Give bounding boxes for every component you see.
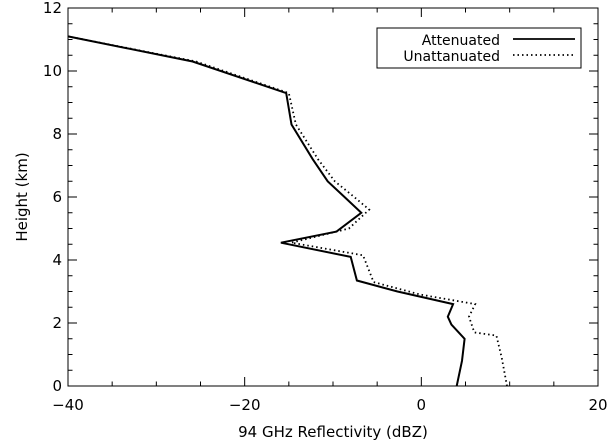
legend-box	[376, 27, 582, 69]
x-axis-title: 94 GHz Reflectivity (dBZ)	[238, 423, 428, 441]
legend-label-attenuated: Attenuated	[422, 33, 500, 49]
legend: Attenuated Unattanuated	[376, 27, 582, 69]
y-tick-label: 0	[52, 377, 62, 395]
axis-ticks	[67, 7, 599, 387]
y-tick-label: 8	[52, 125, 62, 143]
y-tick-label: 12	[43, 0, 62, 17]
y-tick-label: 2	[52, 314, 62, 332]
y-tick-label: 6	[52, 188, 62, 206]
series-line-unattanuated	[67, 35, 508, 387]
y-axis-title: Height (km)	[13, 152, 31, 241]
x-tick-label: 20	[588, 396, 607, 414]
series-layer	[67, 35, 508, 387]
y-tick-label: 4	[52, 251, 62, 269]
x-tick-label: −20	[229, 396, 261, 414]
y-tick-label: 10	[43, 62, 62, 80]
series-line-attenuated	[67, 35, 466, 387]
axis-tick-labels: −40 −20 0 20 0 2 4 6 8 10 12	[43, 0, 608, 414]
x-tick-label: −40	[52, 396, 84, 414]
x-tick-label: 0	[417, 396, 427, 414]
legend-label-unattanuated: Unattanuated	[403, 49, 500, 65]
